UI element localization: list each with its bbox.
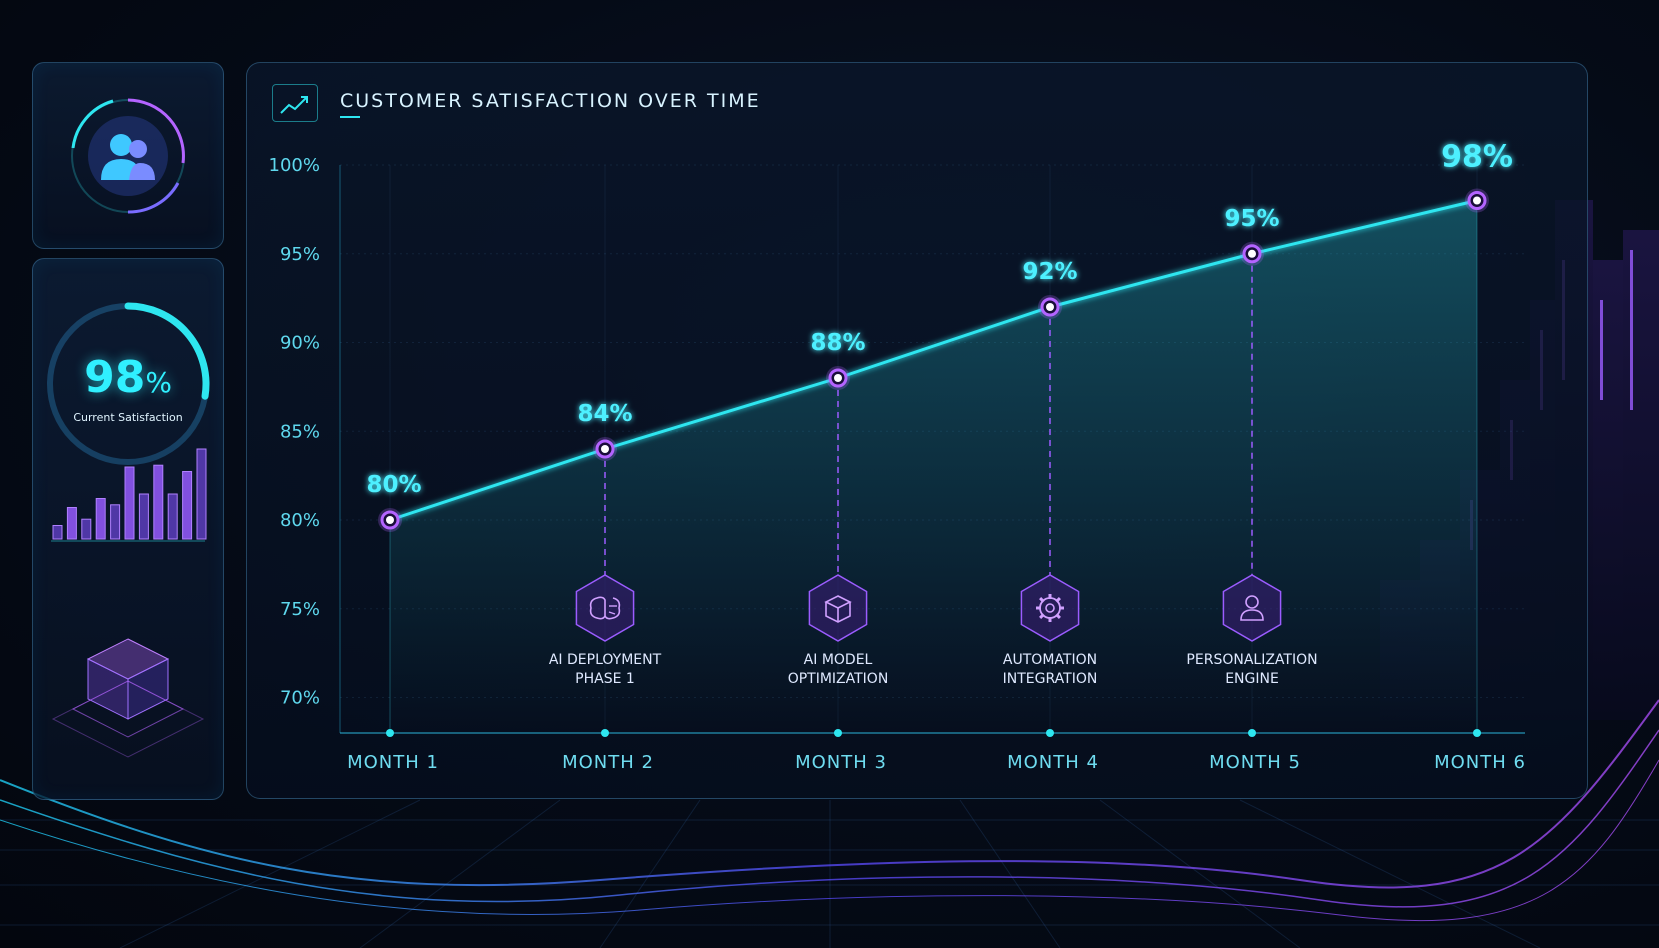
mini-bar-chart: [52, 448, 207, 540]
markers: [378, 188, 1489, 532]
mini-bar: [182, 471, 193, 540]
mini-bar: [153, 464, 164, 540]
y-tick-label: 85%: [280, 421, 320, 442]
x-tick-dot: [386, 729, 394, 737]
satisfaction-card[interactable]: [32, 258, 224, 800]
x-tick-dot: [1248, 729, 1256, 737]
gear-icon: [1036, 594, 1064, 622]
gauge-and-bars: [47, 302, 210, 758]
brain-icon: [589, 596, 621, 620]
annotation-label: PERSONALIZATION: [1186, 652, 1317, 668]
data-point-core: [601, 445, 609, 453]
x-tick-label: MONTH 6: [1434, 752, 1526, 773]
chart-title: CUSTOMER SATISFACTION OVER TIME: [340, 90, 761, 112]
data-label: 88%: [810, 330, 865, 356]
isometric-cubes-icon: [51, 638, 205, 758]
annotation-label: ENGINE: [1225, 671, 1279, 687]
annotation-label: OPTIMIZATION: [788, 671, 889, 687]
series-line: [389, 199, 1478, 522]
data-point-core: [834, 374, 842, 382]
mini-bar: [81, 518, 92, 540]
data-point-core: [1046, 303, 1054, 311]
annotation-label: INTEGRATION: [1003, 671, 1098, 687]
x-tick-dot: [1473, 729, 1481, 737]
mini-bar: [66, 507, 77, 540]
data-label: 92%: [1022, 259, 1077, 285]
annotation-label: AUTOMATION: [1003, 652, 1097, 668]
area-fill: [390, 200, 1477, 733]
mini-bar: [196, 448, 207, 540]
drop-lines: [389, 210, 1478, 733]
x-tick-label: MONTH 2: [562, 752, 654, 773]
x-tick-label: MONTH 5: [1209, 752, 1301, 773]
user-icon: [1240, 595, 1264, 621]
data-point-core: [386, 516, 394, 524]
x-tick-label: MONTH 4: [1007, 752, 1099, 773]
trend-icon: [272, 84, 318, 122]
mini-bar: [52, 525, 63, 540]
x-tick-dot: [1046, 729, 1054, 737]
mini-bar: [167, 493, 178, 540]
cube-icon: [824, 595, 852, 623]
users-icon: [71, 98, 185, 214]
y-tick-label: 95%: [280, 244, 320, 265]
data-label: 80%: [366, 472, 421, 498]
gauge-value: 98%: [84, 352, 172, 403]
y-tick-label: 80%: [280, 510, 320, 531]
mini-bar: [124, 466, 135, 540]
data-labels: 80% 84% 88% 92% 95% 98%: [366, 140, 1512, 499]
light-waves: [0, 699, 1659, 922]
annotation-label: AI MODEL: [804, 652, 873, 668]
x-tick-label: MONTH 3: [795, 752, 887, 773]
mini-bar: [110, 504, 121, 540]
annotation-label: PHASE 1: [575, 671, 635, 687]
x-tick-label: MONTH 1: [347, 752, 439, 773]
floor-grid: [0, 799, 1659, 948]
gauge-label: Current Satisfaction: [73, 411, 183, 424]
y-tick-label: 100%: [269, 155, 320, 176]
title-underline: [340, 116, 360, 118]
mini-bar: [138, 493, 149, 540]
annotation-hexagon: [1020, 574, 1080, 642]
annotation-label: AI DEPLOYMENT: [549, 652, 662, 668]
x-tick-dot: [601, 729, 609, 737]
gauge-arc: [124, 302, 210, 400]
y-tick-label: 75%: [280, 599, 320, 620]
data-label: 98%: [1441, 140, 1513, 175]
y-tick-label: 90%: [280, 333, 320, 354]
x-axis-ticks: MONTH 1 MONTH 2 MONTH 3 MONTH 4 MONTH 5 MONTH…: [347, 729, 1526, 773]
y-tick-label: 70%: [280, 688, 320, 709]
profile-card[interactable]: [32, 62, 224, 249]
y-axis-ticks: 70% 75% 80% 85% 90% 95% 100%: [269, 155, 320, 709]
data-label: 95%: [1224, 206, 1279, 232]
mini-bar: [95, 498, 106, 540]
data-label: 84%: [577, 401, 632, 427]
x-tick-dot: [834, 729, 842, 737]
data-point-core: [1248, 249, 1256, 258]
annotations: AI DEPLOYMENT PHASE 1 AI MODEL OPTIMIZATION…: [549, 265, 1318, 687]
data-point-core: [1473, 196, 1481, 205]
